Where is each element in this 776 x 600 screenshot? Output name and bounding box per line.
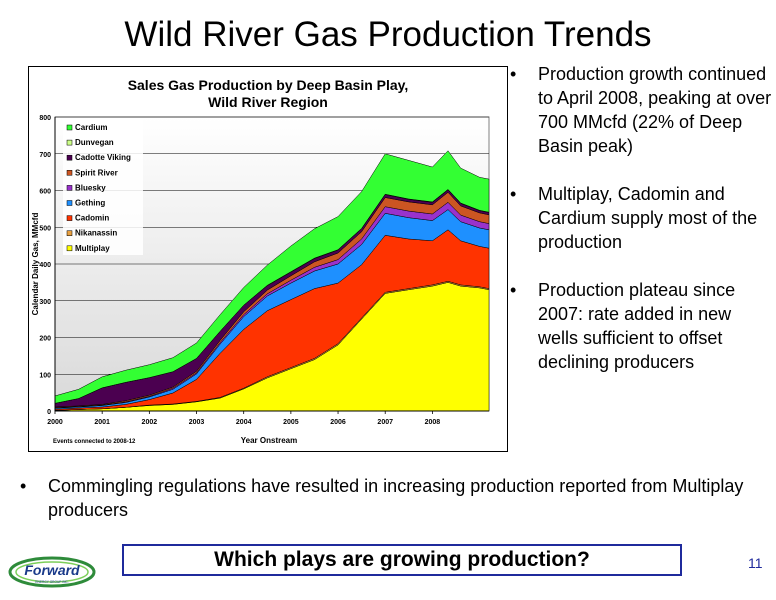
right-bullet-list: Production growth continued to April 200… [510,62,772,398]
y-tick-label: 400 [39,262,51,269]
legend-swatch [66,124,73,131]
legend-label: Gething [75,199,105,208]
x-tick-label: 2002 [142,419,158,426]
y-tick-label: 300 [39,299,51,306]
x-tick-label: 2006 [330,419,346,426]
legend-label: Nikanassin [75,229,117,238]
legend-box [63,119,143,255]
bullet-production-plateau: Production plateau since 2007: rate adde… [510,278,772,374]
y-tick-label: 700 [39,152,51,159]
legend-swatch [66,185,73,191]
x-tick-label: 2000 [47,419,63,426]
bullet-commingling: Commingling regulations have resulted in… [20,474,750,522]
x-tick-label: 2004 [236,419,252,426]
legend-label: Multiplay [75,244,110,253]
x-tick-label: 2001 [94,419,110,426]
legend-swatch [66,200,73,206]
logo-tagline: ENERGY GROUP INC. [35,580,68,584]
legend-swatch [66,245,73,252]
legend-swatch [66,215,73,221]
y-tick-label: 100 [39,372,51,379]
chart-title-line: Sales Gas Production by Deep Basin Play, [128,77,409,93]
legend-label: Spirit River [75,168,118,177]
legend-label: Bluesky [75,183,106,192]
x-axis-label: Year Onstream [241,436,297,445]
x-tick-label: 2005 [283,419,299,426]
y-tick-label: 0 [47,409,51,416]
y-tick-label: 200 [39,336,51,343]
legend-swatch [66,154,73,161]
page-number: 11 [748,555,763,571]
bullet-plays-supply: Multiplay, Cadomin and Cardium supply mo… [510,182,772,254]
logo-swoosh [8,556,96,588]
legend-label: Cadomin [75,214,109,223]
bottom-bullet-list: Commingling regulations have resulted in… [20,474,750,522]
x-tick-label: 2008 [425,419,441,426]
logo-swoosh-inner [15,561,89,583]
area-series-cardium [54,150,490,404]
chart-panel: 0 100 200 300 400 500 600 700 800 2000 2001 2002 200… [28,66,508,452]
legend-swatch [66,139,73,146]
legend-swatch [66,230,73,236]
slide-title: Wild River Gas Production Trends [124,15,652,54]
bullet-production-growth: Production growth continued to April 200… [510,62,772,158]
legend-label: Cardium [75,123,107,132]
x-tick-label: 2003 [189,419,205,426]
logo-wordmark: Forward [24,562,80,578]
x-tick-label: 2007 [377,419,393,426]
stacked-area-chart: 0 100 200 300 400 500 600 700 800 2000 2001 2002 200… [31,77,490,445]
y-axis-label: Calendar Daily Gas, MMcfd [31,213,40,316]
y-tick-label: 800 [39,115,51,122]
legend-label: Cadotte Viking [75,153,131,162]
legend-swatch [66,170,73,176]
y-tick-label: 600 [39,189,51,196]
legend-label: Dunvegan [75,138,114,147]
question-banner: Which plays are growing production? [122,544,682,576]
chart-footnote: Events connected to 2008-12 [53,439,136,445]
forward-logo: Forward ENERGY GROUP INC. [8,556,96,588]
y-tick-label: 500 [39,225,51,232]
chart-title-line: Wild River Region [208,94,328,110]
